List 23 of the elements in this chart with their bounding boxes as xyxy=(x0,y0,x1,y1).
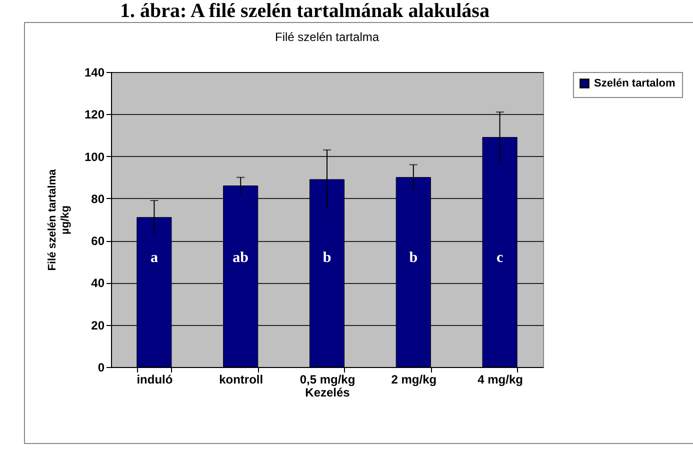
y-tick-label: 100 xyxy=(84,150,105,164)
y-tick-label: 140 xyxy=(84,66,105,80)
legend-label: Szelén tartalom xyxy=(594,78,676,90)
y-tick-label: 80 xyxy=(91,192,105,206)
x-tick-label: 2 mg/kg xyxy=(391,372,437,386)
y-tick-label: 120 xyxy=(84,108,105,122)
y-tick-label: 20 xyxy=(91,318,105,332)
data-label: ab xyxy=(232,250,249,266)
text: 1. ábra: A filé szelén tartalmának alakulása xyxy=(119,0,490,22)
x-tick-label: 0,5 mg/kg xyxy=(300,372,356,386)
y-tick-label: 40 xyxy=(91,276,105,290)
data-label: a xyxy=(150,250,158,266)
data-label: b xyxy=(409,250,418,266)
chart-title: Filé szelén tartalma xyxy=(274,30,380,44)
y-axis-title: Filé szelén tartalma µg/kg xyxy=(46,168,72,271)
data-label: c xyxy=(496,250,504,266)
x-axis-title: Kezelés xyxy=(305,386,350,400)
y-tick-label: 60 xyxy=(91,234,105,248)
x-tick-label: induló xyxy=(136,372,173,386)
x-tick-label: kontroll xyxy=(219,372,264,386)
y-tick-label: 0 xyxy=(98,360,105,374)
data-label: b xyxy=(322,250,332,266)
x-tick-label: 4 mg/kg xyxy=(478,372,523,386)
